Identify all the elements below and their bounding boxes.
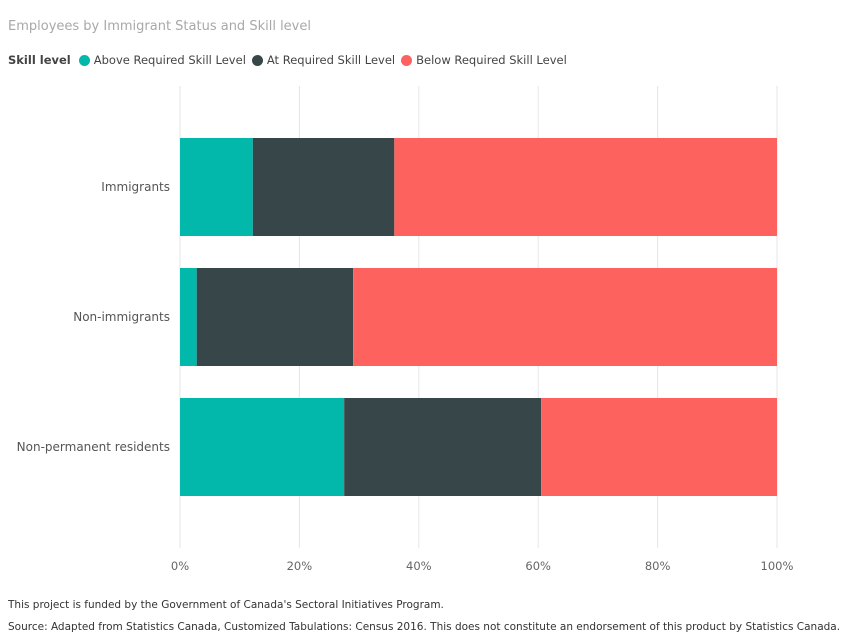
x-tick-label: 80% xyxy=(645,559,671,573)
legend-dot-above xyxy=(78,54,90,66)
y-category-label: Non-permanent residents xyxy=(17,440,170,454)
bar-segment[interactable] xyxy=(180,398,345,496)
funding-note: This project is funded by the Government… xyxy=(8,599,444,611)
legend-label-at: At Required Skill Level xyxy=(266,53,396,67)
bar-segment[interactable] xyxy=(344,398,542,496)
x-tick-label: 40% xyxy=(406,559,432,573)
bar-segment[interactable] xyxy=(180,138,253,236)
bar-segment[interactable] xyxy=(353,268,777,366)
x-tick-label: 20% xyxy=(287,559,313,573)
legend-label-above: Above Required Skill Level xyxy=(93,53,246,67)
y-category-label: Immigrants xyxy=(101,180,170,194)
bar-segment[interactable] xyxy=(180,268,197,366)
x-tick-label: 100% xyxy=(761,559,794,573)
x-tick-label: 0% xyxy=(171,559,189,573)
bar-segment[interactable] xyxy=(541,398,777,496)
source-note: Source: Adapted from Statistics Canada, … xyxy=(8,621,841,633)
legend-item-at[interactable]: At Required Skill Level xyxy=(251,53,396,67)
bar-segment[interactable] xyxy=(196,268,354,366)
bar-segment[interactable] xyxy=(394,138,777,236)
legend-dot-at xyxy=(251,54,263,66)
legend-item-below[interactable]: Below Required Skill Level xyxy=(401,53,567,67)
legend-title: Skill level xyxy=(8,53,71,67)
x-tick-label: 60% xyxy=(525,559,551,573)
legend-label-below: Below Required Skill Level xyxy=(416,53,567,67)
chart-legend: Skill level Above Required Skill Level A… xyxy=(8,53,573,67)
chart-title: Employees by Immigrant Status and Skill … xyxy=(8,19,311,34)
y-category-label: Non-immigrants xyxy=(73,310,170,324)
legend-item-above[interactable]: Above Required Skill Level xyxy=(78,53,246,67)
legend-dot-below xyxy=(401,54,413,66)
bar-segment[interactable] xyxy=(252,138,395,236)
